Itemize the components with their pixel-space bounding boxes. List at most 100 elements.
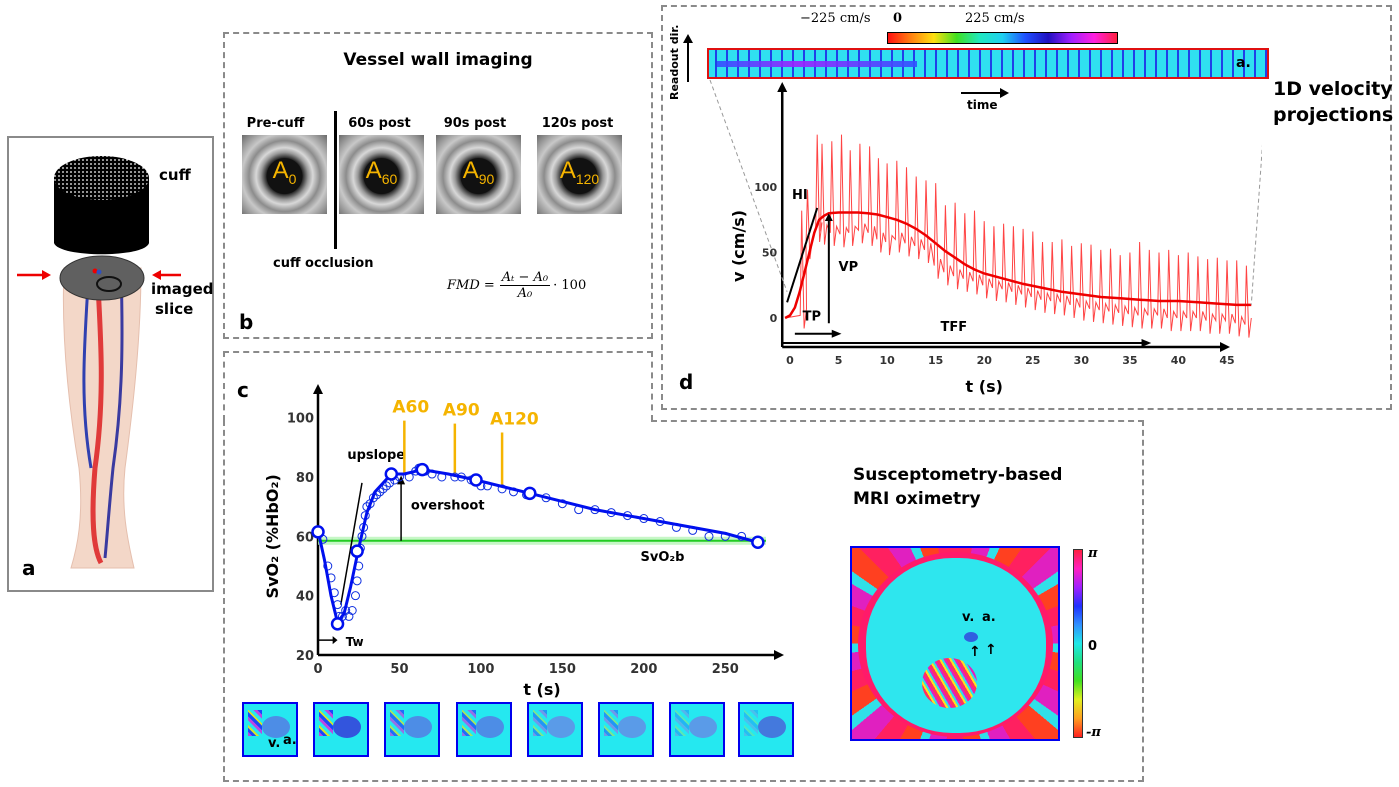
- key-point: [384, 467, 399, 481]
- time-label: time: [967, 98, 998, 112]
- y-axis-label: v (cm/s): [729, 210, 748, 282]
- x-tick-label: 15: [928, 354, 943, 367]
- cuff-occlusion-line: [334, 111, 337, 249]
- data-point: [352, 576, 362, 586]
- x-axis-arrow-icon: [774, 650, 784, 660]
- mean-velocity-curve: [784, 211, 1252, 320]
- y-axis-arrow-icon: [777, 82, 788, 92]
- hi-line: [786, 207, 819, 303]
- vessel-image-90s: A90: [436, 135, 521, 214]
- tw-arrow-head-icon: [332, 636, 338, 645]
- strip-label: a.: [1236, 55, 1251, 71]
- upslope-label: upslope: [347, 448, 405, 463]
- velocity-colorbar-mid: 0: [893, 11, 903, 26]
- tw-label: Tw: [346, 635, 364, 649]
- fmd-numerator: Aₜ − A₀: [499, 270, 551, 286]
- oximetry-title-line2: MRI oximetry: [853, 489, 981, 509]
- key-point: [330, 617, 345, 631]
- artery-line: [90, 267, 104, 565]
- overshoot-arrow-head-icon: [397, 475, 406, 485]
- svo2-chart: 0 50 100 150 200 250 20 40 60 80 100 t (s) SvO₂ (%Hb…: [263, 384, 784, 699]
- zoom-guide-line: [709, 80, 788, 292]
- panel-d-title-line2: projections: [1273, 104, 1394, 126]
- phase-colorbar-max: π: [1088, 546, 1098, 561]
- key-point: [469, 473, 483, 487]
- key-point: [523, 486, 537, 501]
- area-label-a120: A120: [559, 157, 600, 187]
- panel-d-title-line1: 1D velocity: [1273, 78, 1393, 100]
- x-tick-label: 45: [1219, 354, 1234, 367]
- imaged-slice-label: imaged slice: [151, 279, 214, 319]
- arrow-up-icon: ↑: [969, 644, 981, 660]
- panel-letter-a: a: [22, 556, 36, 580]
- x-tick-label: 0: [786, 354, 794, 367]
- x-tick-label: 200: [630, 662, 657, 677]
- vessel-image-120s: A120: [537, 135, 622, 214]
- tp-label: TP: [803, 310, 821, 325]
- oximetry-thumbnail: v. a.: [242, 702, 298, 757]
- panel-c-body: [223, 420, 1144, 782]
- y-tick-label: 0: [770, 312, 778, 325]
- phase-map: v. a. ↑ ↑: [850, 546, 1060, 741]
- data-point: [347, 606, 357, 615]
- x-tick-label: 5: [835, 354, 843, 367]
- phase-colorbar-mid: 0: [1088, 639, 1098, 654]
- vp-arrow-head-icon: [824, 213, 833, 222]
- velocity-chart: 0 5 10 15 20 25 30 35 40 45 0 50 100 t (s) v (cm/s) HI V…: [709, 80, 1262, 396]
- image-header-60s: 60s post: [348, 116, 411, 131]
- panel-d-title: 1D velocity projections: [1273, 76, 1393, 128]
- tff-arrow-head-icon: [1141, 339, 1152, 347]
- vessel-image-pre-cuff: A0: [242, 135, 327, 214]
- x-tick-label: 20: [977, 354, 993, 367]
- oximetry-thumbnail: [669, 702, 725, 757]
- fmd-formula: FMD = Aₜ − A₀ A₀ · 100: [447, 270, 586, 301]
- cuff-shape: [54, 178, 149, 255]
- tp-arrow-head-icon: [831, 329, 842, 338]
- vp-label: VP: [839, 260, 859, 275]
- y-tick-label: 80: [296, 471, 314, 486]
- x-tick-label: 100: [467, 662, 494, 677]
- panel-c: [223, 351, 653, 421]
- hi-label: HI: [792, 188, 808, 203]
- y-axis-label: SvO₂ (%HbO₂): [263, 474, 282, 598]
- x-tick-label: 30: [1074, 354, 1090, 367]
- oximetry-title: Susceptometry-based MRI oximetry: [853, 463, 1062, 511]
- velocity-colorbar: [887, 32, 1118, 44]
- y-tick-label: 100: [754, 181, 777, 194]
- fmd-marker-label: A60: [392, 398, 429, 418]
- time-arrow-head: [1000, 88, 1009, 98]
- panel-letter-d: d: [679, 370, 694, 394]
- x-tick-label: 150: [549, 662, 576, 677]
- area-label-a0: A0: [272, 157, 297, 187]
- velocity-colorbar-max: 225 cm/s: [965, 11, 1025, 26]
- velocity-colorbar-min: −225 cm/s: [800, 11, 871, 26]
- arrow-up-icon: ↑: [985, 642, 997, 658]
- x-tick-label: 40: [1171, 354, 1187, 367]
- imaged-slice-label-line1: imaged: [151, 280, 214, 298]
- y-tick-label: 20: [296, 649, 314, 664]
- key-point: [311, 525, 325, 539]
- y-tick-label: 60: [296, 530, 314, 545]
- x-axis-arrow-icon: [1220, 342, 1230, 352]
- raw-velocity-trace: [785, 134, 1252, 338]
- vein-line-2: [103, 267, 124, 559]
- image-header-pre-cuff: Pre-cuff: [246, 116, 305, 131]
- time-arrow: [961, 92, 1001, 94]
- x-tick-label: 250: [712, 662, 739, 677]
- readout-arrow-head: [683, 34, 693, 43]
- data-point: [704, 531, 714, 541]
- x-tick-label: 50: [390, 662, 408, 677]
- panel-c-top-right-border: [651, 420, 1144, 422]
- vessel-image-60s: A60: [339, 135, 424, 214]
- imaged-slice-label-line2: slice: [155, 300, 194, 318]
- panel-a: cuff imaged slice a: [7, 136, 214, 592]
- y-tick-label: 50: [762, 247, 778, 260]
- y-axis-arrow-icon: [313, 384, 323, 394]
- key-point: [350, 544, 364, 558]
- x-tick-label: 10: [879, 354, 895, 367]
- x-tick-label: 0: [313, 662, 322, 677]
- readout-arrow: [687, 40, 689, 82]
- fmd-lhs: FMD =: [447, 278, 495, 293]
- map-vein-label: v.: [962, 610, 975, 625]
- fmd-marker-label: A120: [490, 410, 539, 430]
